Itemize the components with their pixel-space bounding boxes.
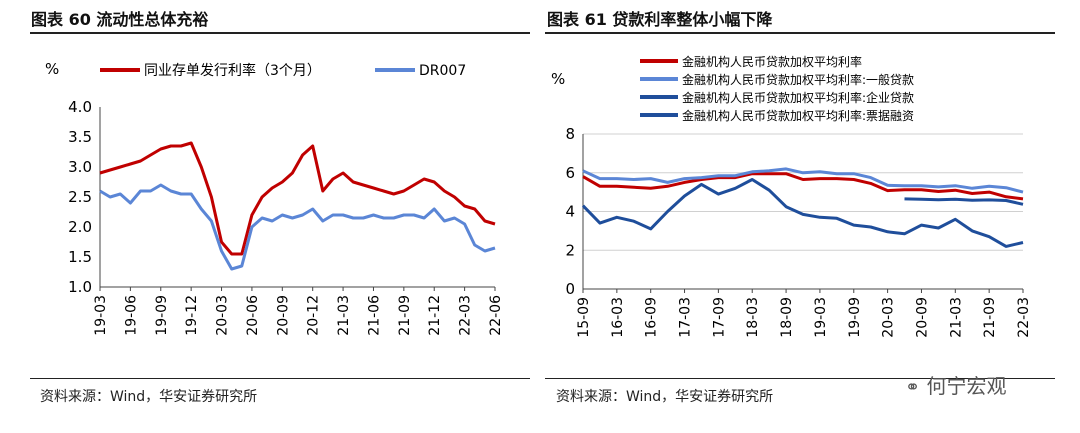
y-tick-label: 3.5	[68, 128, 92, 146]
right-title-rule	[545, 32, 1055, 34]
series-line	[582, 172, 1024, 201]
y-tick-label: 1.0	[68, 278, 92, 296]
x-tick-label: 20-06	[245, 295, 261, 336]
x-tick-label: 22-06	[488, 295, 504, 336]
y-tick-label: 8	[565, 125, 575, 143]
x-tick-label: 21-09	[982, 297, 998, 338]
left-source-rule	[30, 378, 530, 379]
x-tick-label: 19-12	[184, 295, 200, 336]
x-tick-label: 21-09	[397, 295, 413, 336]
x-tick-label: 19-09	[847, 297, 863, 338]
x-tick-label: 19-03	[93, 295, 109, 336]
left-chart-title: 图表 60 流动性总体充裕	[31, 10, 209, 29]
y-tick-label: 4.0	[68, 98, 92, 116]
y-tick-label: 1.5	[68, 248, 92, 266]
right-line-chart: 8 6 4 2 0% 15-09 16-03 16-09 17-03 17-09 18-03 18-0…	[551, 54, 1032, 338]
x-tick-label: 21-06	[366, 295, 382, 336]
right-chart-title: 图表 61 贷款利率整体小幅下降	[547, 10, 773, 29]
legend-label: 同业存单发行利率（3个月）	[144, 62, 321, 79]
x-tick-label: 20-12	[306, 295, 322, 336]
legend-label: 金融机构人民币贷款加权平均利率:票据融资	[682, 108, 914, 123]
legend-label: 金融机构人民币贷款加权平均利率	[682, 54, 862, 69]
x-tick-label: 18-09	[779, 297, 795, 338]
watermark-text: 何宁宏观	[926, 374, 1007, 398]
x-tick-label: 17-03	[678, 297, 694, 338]
y-axis-unit: %	[45, 60, 59, 78]
y-tick-label: 4	[565, 203, 575, 221]
series-line	[99, 183, 496, 271]
y-tick-label: 2	[565, 241, 575, 259]
legend-label: 金融机构人民币贷款加权平均利率:一般贷款	[682, 72, 914, 87]
left-source-note: 资料来源：Wind，华安证券研究所	[40, 389, 258, 405]
x-tick-label: 17-09	[711, 297, 727, 338]
x-tick-label: 22-03	[458, 295, 474, 336]
x-tick-label: 20-09	[275, 295, 291, 336]
x-tick-label: 20-03	[881, 297, 897, 338]
right-source-rule	[545, 378, 1055, 379]
series-line	[581, 178, 1024, 248]
series-line	[904, 197, 1024, 206]
x-tick-label: 18-03	[745, 297, 761, 338]
legend-label: DR007	[419, 63, 466, 79]
x-tick-label: 22-03	[1016, 297, 1032, 338]
x-tick-label: 21-12	[427, 295, 443, 336]
left-title-rule	[30, 32, 530, 34]
y-tick-label: 2.0	[68, 218, 92, 236]
x-tick-label: 16-09	[644, 297, 660, 338]
x-tick-label: 21-03	[336, 295, 352, 336]
y-tick-label: 2.5	[68, 188, 92, 206]
x-tick-label: 20-09	[914, 297, 930, 338]
x-tick-label: 19-06	[123, 295, 139, 336]
right-source-note: 资料来源：Wind，华安证券研究所	[556, 389, 774, 405]
y-axis-unit: %	[551, 70, 565, 88]
x-tick-label: 21-03	[948, 297, 964, 338]
x-tick-label: 16-03	[610, 297, 626, 338]
left-line-chart: 4.0 3.5 3.0 2.5 2.0 1.5 1.0% 19-03 19-06 19-09 19-…	[45, 60, 504, 336]
watermark: ⚭ 何宁宏观	[905, 370, 1006, 399]
x-tick-label: 19-03	[813, 297, 829, 338]
y-tick-label: 0	[565, 280, 575, 298]
y-tick-label: 3.0	[68, 158, 92, 176]
series-line	[99, 141, 496, 256]
legend-label: 金融机构人民币贷款加权平均利率:企业贷款	[682, 90, 914, 105]
series-line	[582, 167, 1024, 194]
x-tick-label: 20-03	[215, 295, 231, 336]
y-tick-label: 6	[565, 164, 575, 182]
x-tick-label: 15-09	[576, 297, 592, 338]
wechat-icon: ⚭	[905, 377, 921, 398]
x-tick-label: 19-09	[154, 295, 170, 336]
